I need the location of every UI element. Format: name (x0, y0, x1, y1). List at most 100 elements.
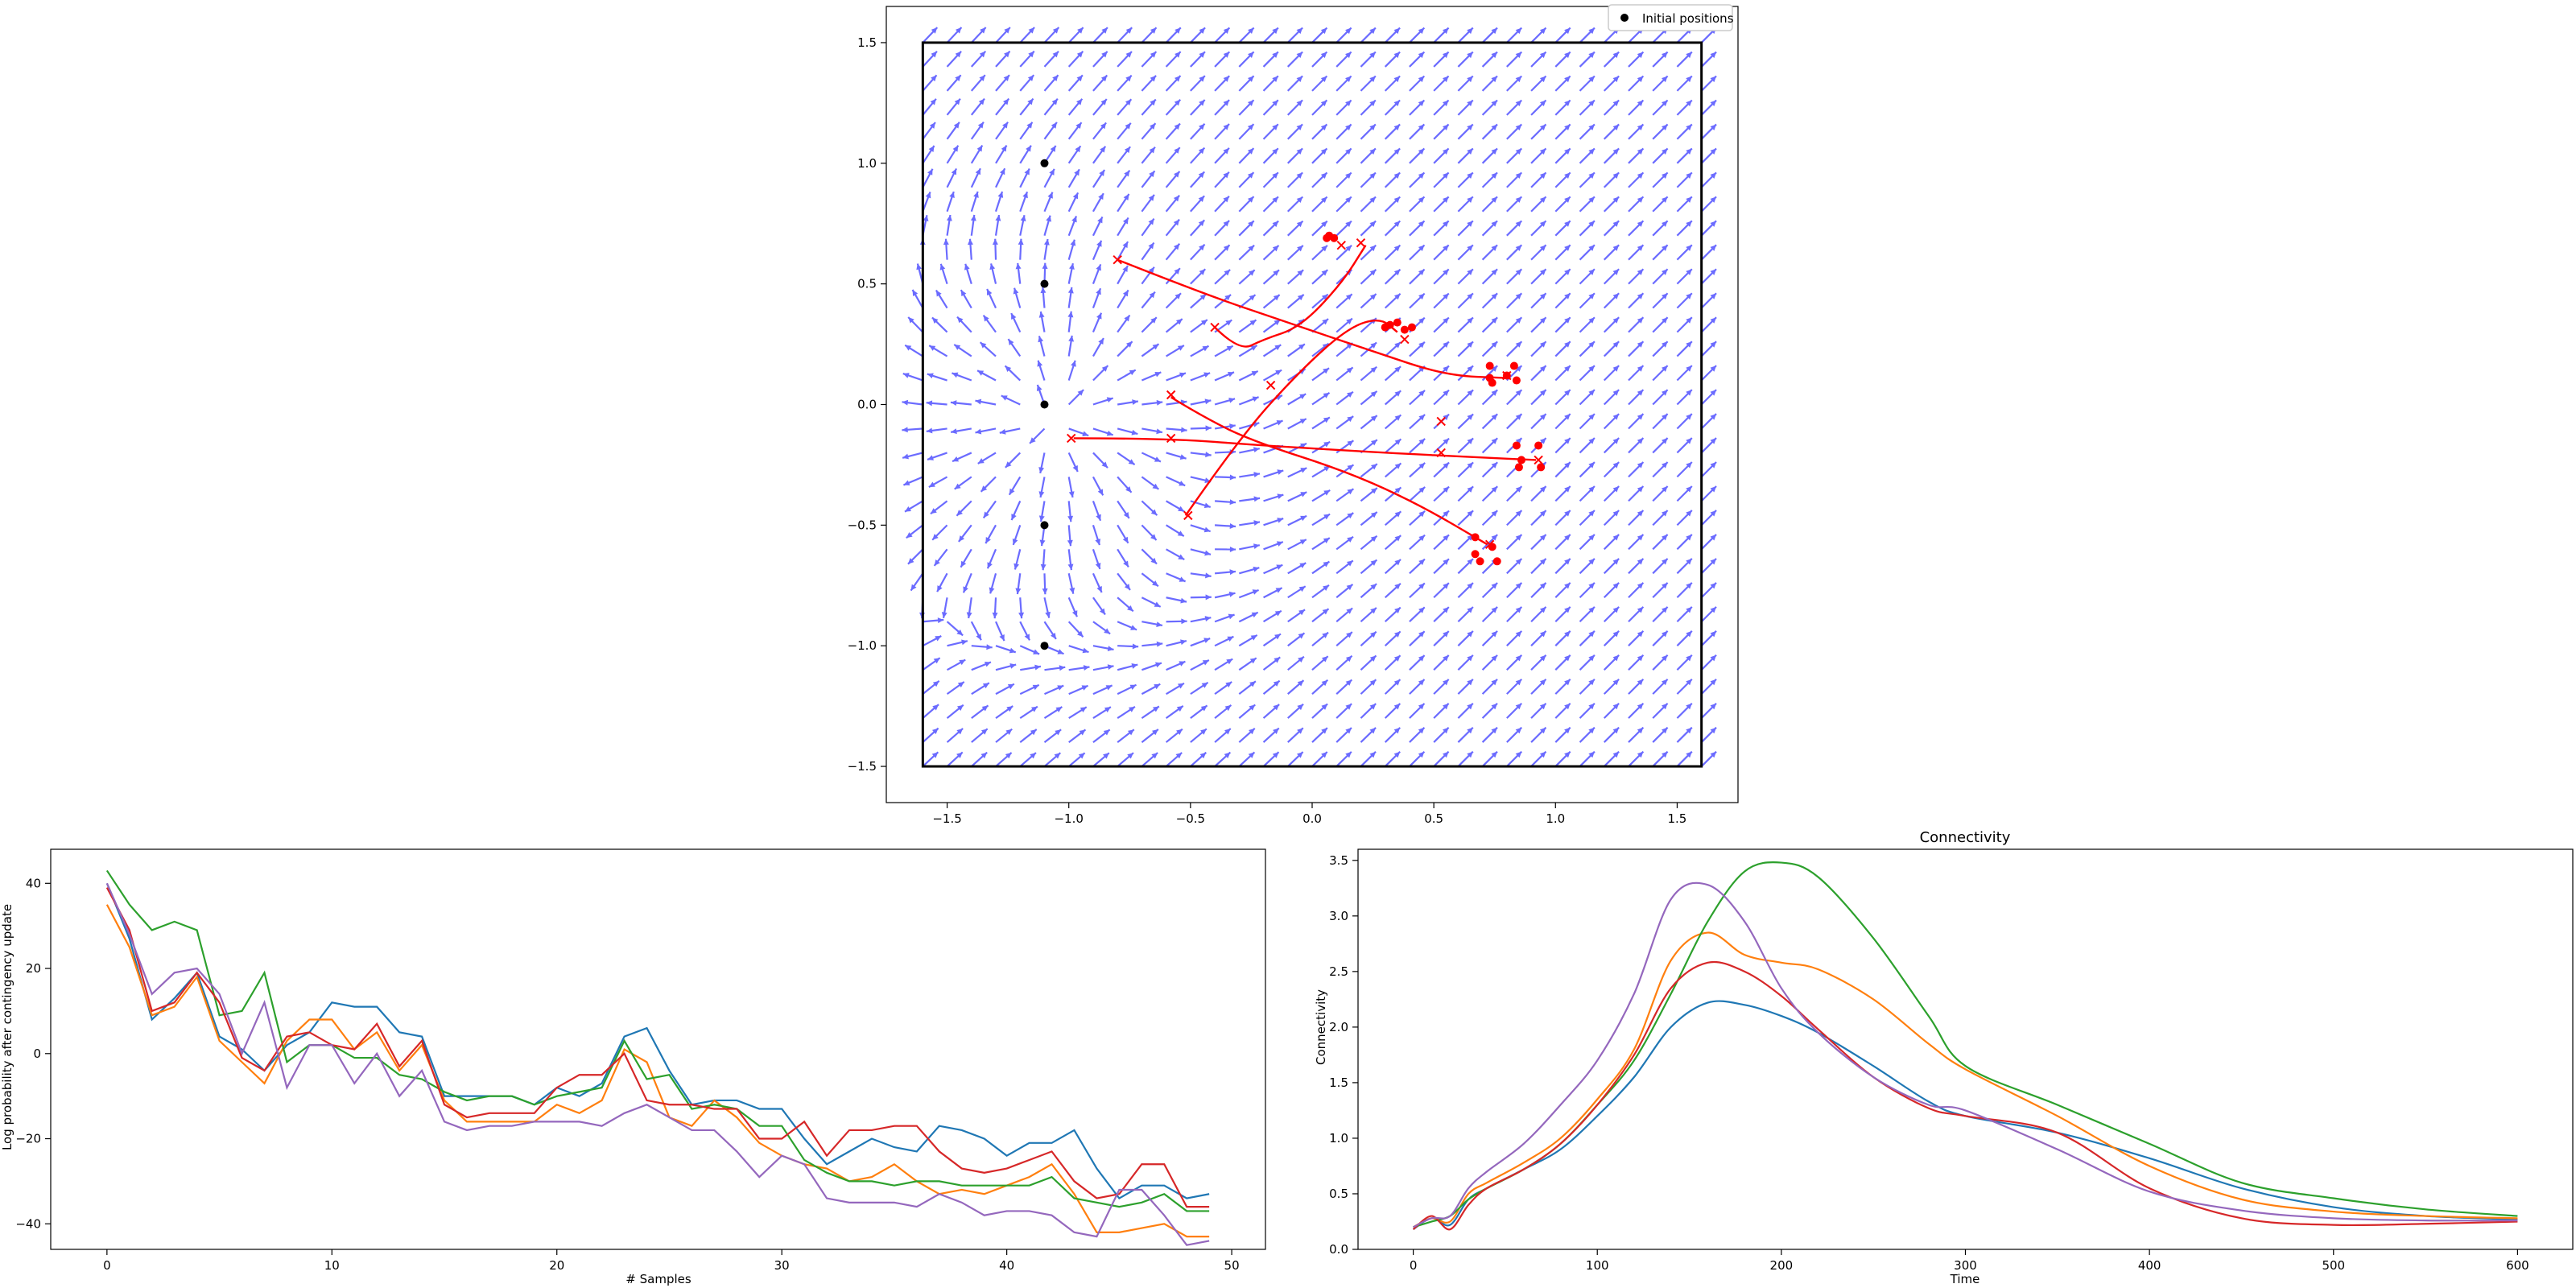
quiver-arrow-head (1046, 215, 1051, 222)
quiver-arrow-head (1150, 52, 1157, 58)
quiver-arrow-head (1443, 703, 1449, 710)
quiver-arrow-head (908, 316, 914, 324)
connectivity-y-tick-label: 2.0 (1329, 1020, 1348, 1034)
quiver-arrow-head (1224, 752, 1231, 758)
quiver-arrow-head (1662, 269, 1668, 275)
quiver-arrow-head (1686, 390, 1692, 396)
quiver-arrow-head (1043, 238, 1050, 246)
quiver-arrow-head (1002, 122, 1009, 129)
quiver-arrow-head (1323, 465, 1331, 472)
quiver-arrow-head (1042, 588, 1048, 595)
quiver-arrow-head (1515, 317, 1522, 324)
quiver-arrow-head (1077, 390, 1084, 396)
quiver-arrow-head (1096, 514, 1101, 521)
quiver-arrow-head (1564, 245, 1571, 251)
quiver-arrow-head (1125, 486, 1132, 493)
quiver-arrow-head (1346, 632, 1352, 638)
quiver-arrow-head (1564, 148, 1571, 155)
quiver-arrow-head (1247, 100, 1254, 106)
quiver-arrow-head (1393, 631, 1401, 638)
final-point (1485, 361, 1494, 370)
quiver-arrow-head (1181, 427, 1187, 433)
quiver-arrow-head (1443, 269, 1449, 275)
quiver-arrow-head (1176, 729, 1183, 735)
log-probability-x-tick-label: 20 (549, 1258, 564, 1273)
quiver-arrow-head (1393, 293, 1401, 300)
quiver-arrow-head (1491, 727, 1498, 734)
quiver-arrow-head (1122, 536, 1129, 543)
quiver-arrow-head (1273, 704, 1280, 711)
quiver-arrow-head (931, 27, 938, 34)
quiver-arrow-head (1249, 295, 1256, 301)
quiver-arrow-head (1272, 76, 1278, 82)
quiver-arrow-head (1345, 100, 1352, 107)
quiver-arrow-head (1418, 221, 1425, 227)
quiver-arrow-head (1127, 753, 1133, 759)
connectivity-series-line (1412, 960, 2518, 1231)
vector-field-x-tick-label: −1.0 (1054, 811, 1083, 826)
quiver-arrow-head (1223, 196, 1229, 203)
final-point (1488, 543, 1496, 551)
quiver-arrow-head (1662, 630, 1668, 638)
quiver-arrow-head (1099, 608, 1105, 615)
quiver-arrow-head (1009, 488, 1015, 495)
quiver-arrow-head (1252, 589, 1259, 595)
quiver-arrow-head (1320, 100, 1327, 107)
quiver-arrow-head (957, 316, 964, 324)
quiver-arrow-head (1370, 512, 1377, 518)
quiver-arrow-head (1321, 294, 1328, 300)
quiver-arrow-head (1686, 221, 1692, 227)
quiver-arrow-head (1564, 414, 1571, 420)
quiver-arrow-head (999, 428, 1006, 435)
quiver-arrow-head (1013, 287, 1019, 295)
quiver-arrow-head (1067, 539, 1073, 547)
quiver-arrow-head (1229, 474, 1236, 481)
quiver-arrow-head (1201, 682, 1208, 688)
quiver-arrow-head (1686, 148, 1692, 155)
quiver-arrow-head (1539, 438, 1546, 444)
quiver-arrow-head (1588, 52, 1595, 59)
quiver-arrow-head (1033, 649, 1040, 654)
quiver-arrow-head (1564, 679, 1571, 686)
quiver-arrow-head (954, 98, 960, 105)
quiver-arrow-head (1038, 515, 1045, 522)
quiver-arrow-head (1662, 390, 1668, 396)
quiver-arrow-head (1148, 194, 1154, 201)
quiver-arrow-head (1491, 751, 1498, 758)
vector-field-y-tick-label: 1.5 (857, 35, 877, 50)
quiver-arrow-head (1515, 365, 1522, 372)
quiver-arrow-head (1564, 293, 1571, 299)
quiver-arrow-head (1274, 657, 1281, 663)
vector-field-x-tick-label: 1.0 (1546, 811, 1565, 826)
quiver-arrow-head (1223, 171, 1229, 179)
quiver-arrow-head (1588, 414, 1595, 420)
quiver-arrow-head (1229, 499, 1236, 506)
quiver-arrow-head (1199, 123, 1205, 130)
quiver-arrow-head (1370, 366, 1377, 374)
log-probability-x-tick-label: 50 (1224, 1258, 1240, 1273)
quiver-arrow-head (987, 562, 993, 569)
quiver-arrow-head (1154, 372, 1162, 378)
quiver-arrow-head (1662, 293, 1668, 299)
quiver-arrow-head (1588, 703, 1595, 710)
quiver-arrow-head (1224, 294, 1232, 301)
quiver-arrow-head (1229, 546, 1236, 552)
quiver-arrow-head (1612, 293, 1620, 299)
quiver-arrow-head (1418, 510, 1426, 518)
quiver-arrow-head (982, 683, 989, 689)
quiver-arrow-head (946, 215, 952, 221)
quiver-arrow-head (952, 145, 959, 152)
quiver-arrow-head (1202, 345, 1209, 352)
connectivity-title: Connectivity (1920, 829, 2011, 846)
quiver-arrow-head (1004, 27, 1010, 34)
quiver-arrow-head (1104, 628, 1111, 634)
quiver-arrow-head (1443, 462, 1450, 469)
quiver-arrow-head (1588, 293, 1595, 299)
trajectory-x-marker (1534, 455, 1543, 465)
log-probability-x-tick-label: 10 (324, 1258, 340, 1273)
quiver-arrow-head (1322, 609, 1329, 615)
quiver-arrow-head (1123, 194, 1129, 200)
final-point (1537, 463, 1546, 472)
quiver-arrow-head (1369, 196, 1376, 204)
quiver-arrow-head (1072, 192, 1079, 200)
